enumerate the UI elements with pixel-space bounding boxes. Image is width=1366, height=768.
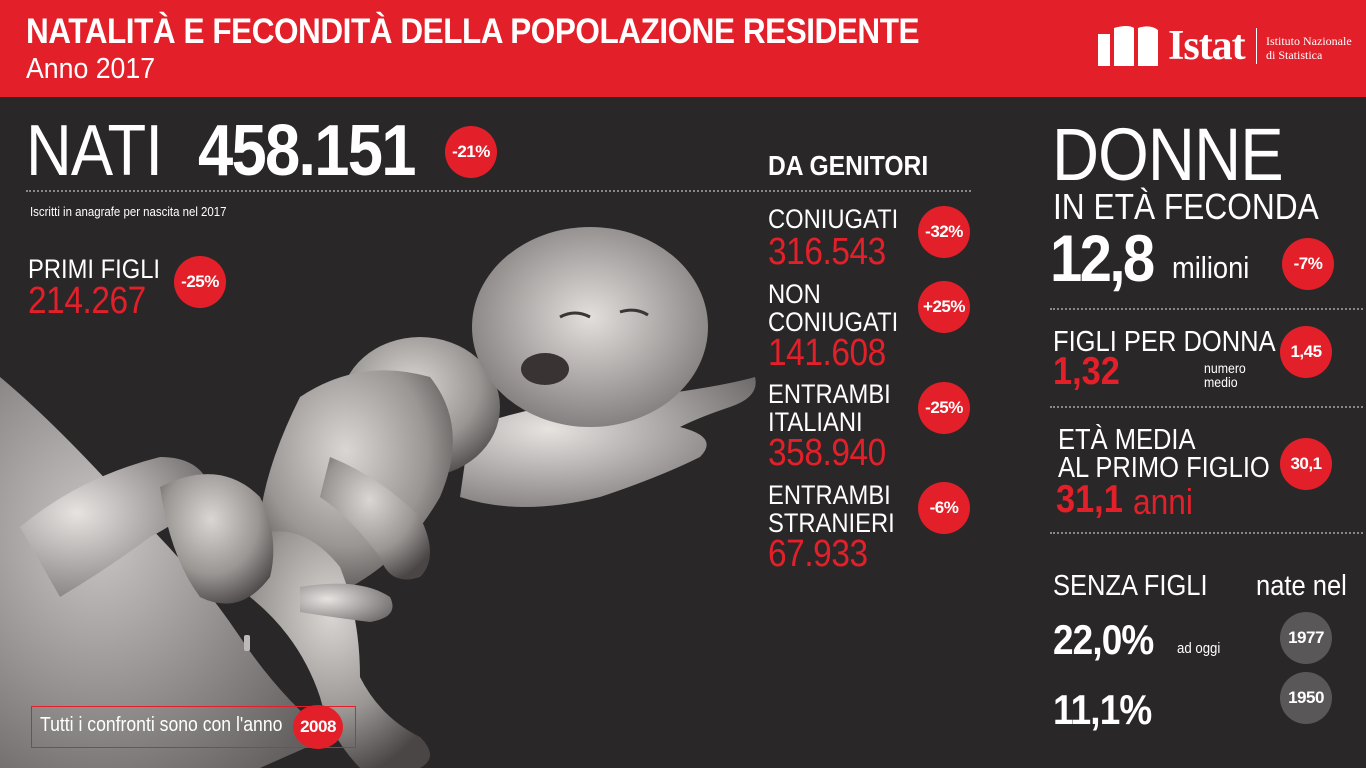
eta-media-unit-text: anni: [1133, 481, 1193, 522]
figli-per-donna-label-text: FIGLI PER DONNA: [1053, 326, 1276, 358]
istat-full-name: Istituto Nazionale di Statistica: [1266, 34, 1356, 62]
eta-media-unit: anni: [1133, 484, 1201, 520]
eta-media-line-2: AL PRIMO FIGLIO: [1058, 452, 1270, 484]
genitori-coniugati-label: CONIUGATI: [768, 205, 916, 233]
figli-per-donna-value-text: 1,32: [1053, 350, 1120, 393]
eta-media-label: ETÀ MEDIA AL PRIMO FIGLIO: [1058, 424, 1299, 484]
footer-comparison-text: Tutti i confronti sono con l'anno: [40, 714, 315, 737]
nati-note: Iscritti in anagrafe per nascita nel 201…: [30, 204, 253, 219]
non-coniugati-value-text: 141.608: [768, 332, 886, 374]
year-badge-1950: 1950: [1280, 672, 1332, 724]
genitori-non-coniugati-value: 141.608: [768, 333, 902, 373]
genitori-coniugati-value: 316.543: [768, 232, 902, 272]
donne-subtitle: IN ETÀ FECONDA: [1053, 186, 1355, 228]
footer-comparison-box: [31, 706, 356, 748]
senza-figli-value-1950-text: 11,1%: [1053, 686, 1152, 733]
nati-value-text: 458.151: [198, 111, 416, 191]
page-title: NATALITÀ E FECONDITÀ DELLA POPOLAZIONE R…: [26, 12, 920, 51]
senza-figli-label-text: SENZA FIGLI: [1053, 570, 1208, 602]
figli-per-donna-value: 1,32: [1053, 350, 1129, 394]
logo-separator: [1256, 28, 1257, 64]
senza-figli-value-1950: 11,1%: [1053, 686, 1165, 734]
primi-figli-change-badge: -25%: [174, 256, 226, 308]
senza-figli-value-1977: 22,0%: [1053, 616, 1167, 664]
primi-figli-value: 214.267: [28, 281, 162, 321]
senza-figli-note-text: ad oggi: [1177, 640, 1221, 657]
senza-figli-value-1977-text: 22,0%: [1053, 616, 1154, 663]
genitori-non-coniugati-label: NON CONIUGATI: [768, 280, 916, 336]
stranieri-label-line-1: ENTRAMBI: [768, 480, 891, 510]
non-coniugati-change-badge: +25%: [918, 281, 970, 333]
italiani-value-text: 358.940: [768, 432, 886, 474]
genitori-title: DA GENITORI: [768, 150, 950, 182]
figli-per-donna-note: numero medio: [1204, 361, 1251, 389]
eta-media-value: 31,1: [1056, 478, 1132, 522]
donne-subtitle-text: IN ETÀ FECONDA: [1053, 186, 1319, 227]
italiani-label-line-2: ITALIANI: [768, 407, 863, 437]
italiani-change-badge: -25%: [918, 382, 970, 434]
genitori-stranieri-value: 67.933: [768, 534, 881, 574]
genitori-italiani-value: 358.940: [768, 433, 902, 473]
italiani-label-line-1: ENTRAMBI: [768, 379, 891, 409]
donne-value: 12,8: [1050, 220, 1166, 296]
non-coniugati-label-line-1: NON: [768, 279, 821, 309]
primi-figli-label-text: PRIMI FIGLI: [28, 254, 161, 284]
genitori-title-text: DA GENITORI: [768, 150, 929, 181]
dotted-divider-left: [26, 190, 971, 192]
genitori-stranieri-label: ENTRAMBI STRANIERI: [768, 481, 912, 537]
coniugati-value-text: 316.543: [768, 231, 886, 273]
coniugati-change-badge: -32%: [918, 206, 970, 258]
donne-title-text: DONNE: [1052, 113, 1284, 196]
eta-media-compare-badge: 30,1: [1280, 438, 1332, 490]
senza-figli-note-1977: ad oggi: [1177, 640, 1226, 657]
nati-label-text: NATI: [26, 111, 163, 191]
nati-value: 458.151: [198, 110, 444, 192]
istat-logo: Istat Istituto Nazionale di Statistica: [1098, 22, 1352, 72]
donne-unit: milioni: [1172, 250, 1260, 286]
donne-title: DONNE: [1052, 112, 1314, 197]
dotted-divider-right-1: [1050, 308, 1363, 310]
istat-name-line-1: Istituto Nazionale: [1266, 34, 1352, 48]
footer-year-badge: 2008: [293, 705, 343, 749]
header-banner: NATALITÀ E FECONDITÀ DELLA POPOLAZIONE R…: [0, 0, 1366, 97]
page-subtitle: Anno 2017: [26, 53, 156, 85]
nati-note-text: Iscritti in anagrafe per nascita nel 201…: [30, 204, 227, 219]
donne-value-text: 12,8: [1050, 221, 1155, 295]
nati-change-badge: -21%: [445, 126, 497, 178]
istat-name-line-2: di Statistica: [1266, 48, 1323, 62]
donne-change-badge: -7%: [1282, 238, 1334, 290]
genitori-italiani-label: ENTRAMBI ITALIANI: [768, 380, 908, 436]
eta-media-value-text: 31,1: [1056, 478, 1123, 521]
nati-label: NATI: [26, 110, 181, 192]
istat-wordmark: Istat: [1168, 23, 1246, 69]
nate-nel-label-text: nate nel: [1256, 570, 1347, 602]
dotted-divider-right-3: [1050, 532, 1363, 534]
non-coniugati-label-line-2: CONIUGATI: [768, 307, 899, 337]
eta-media-line-1: ETÀ MEDIA: [1058, 424, 1196, 456]
primi-figli-value-text: 214.267: [28, 280, 146, 322]
newborn-photo: [0, 227, 756, 768]
stranieri-label-line-2: STRANIERI: [768, 508, 895, 538]
stranieri-value-text: 67.933: [768, 533, 868, 575]
figli-per-donna-label: FIGLI PER DONNA: [1053, 326, 1306, 358]
senza-figli-label: SENZA FIGLI: [1053, 570, 1229, 602]
stranieri-change-badge: -6%: [918, 482, 970, 534]
dotted-divider-right-2: [1050, 406, 1363, 408]
footer-text: Tutti i confronti sono con l'anno: [40, 714, 283, 736]
figli-note-line-2: medio: [1204, 374, 1238, 390]
figli-per-donna-compare-badge: 1,45: [1280, 326, 1332, 378]
primi-figli-label: PRIMI FIGLI: [28, 255, 178, 283]
nate-nel-label: nate nel: [1256, 570, 1359, 602]
figli-note-line-1: numero: [1204, 360, 1246, 376]
coniugati-label-text: CONIUGATI: [768, 204, 899, 234]
donne-unit-text: milioni: [1172, 250, 1250, 285]
istat-logo-mark-icon: [1098, 26, 1158, 66]
year-badge-1977: 1977: [1280, 612, 1332, 664]
